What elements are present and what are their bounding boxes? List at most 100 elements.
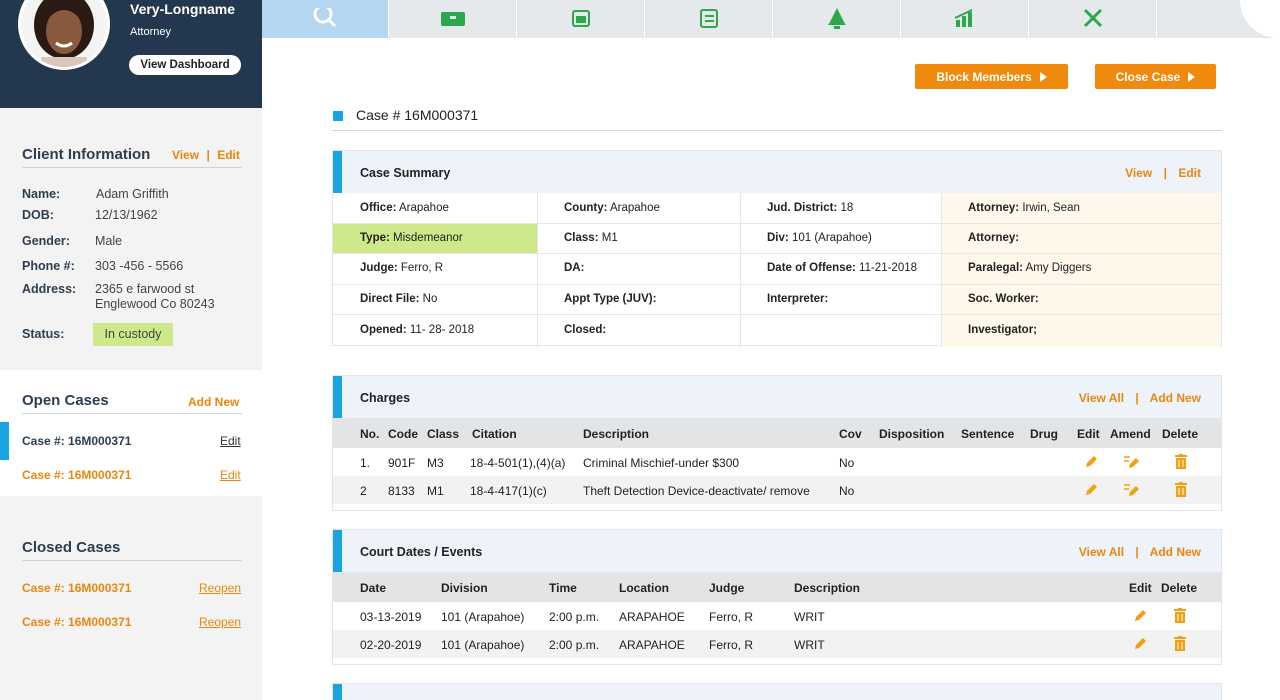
summary-label: Attorney:: [968, 202, 1020, 214]
summary-cell: Jud. District: 18: [740, 193, 853, 223]
event-location: ARAPAHOE: [619, 638, 685, 652]
charges-table-header: No. Code Class Citation Description Cov …: [333, 418, 1221, 448]
tab-tools[interactable]: [1030, 0, 1157, 38]
case-summary-edit-link[interactable]: Edit: [1178, 166, 1201, 180]
divider: [333, 314, 1221, 315]
column-header: Drug: [1030, 427, 1058, 441]
client-address-row: Address: 2365 e farwood st Englewood Co …: [22, 282, 252, 314]
event-date: 02-20-2019: [360, 638, 422, 652]
tab-search[interactable]: [262, 0, 389, 38]
event-division: 101 (Arapahoe): [441, 610, 525, 624]
summary-value: Arapahoe: [610, 202, 660, 214]
close-case-button[interactable]: Close Case: [1095, 64, 1216, 89]
event-judge: Ferro, R: [709, 638, 754, 652]
court-dates-table-header: Date Division Time Location Judge Descri…: [333, 572, 1221, 602]
client-view-link[interactable]: View: [172, 148, 200, 162]
summary-label: DA:: [564, 262, 585, 274]
open-case-item[interactable]: Case #: 16M000371: [22, 468, 132, 482]
event-time: 2:00 p.m.: [549, 610, 600, 624]
edit-pencil-icon[interactable]: [1133, 609, 1147, 623]
court-dates-add-link[interactable]: Add New: [1149, 545, 1201, 559]
event-division: 101 (Arapahoe): [441, 638, 525, 652]
column-header: Judge: [709, 581, 745, 595]
summary-label: Direct File:: [360, 293, 420, 305]
court-dates-title: Court Dates / Events: [360, 545, 483, 559]
charge-class: M3: [427, 456, 444, 470]
closed-case-reopen-link[interactable]: Reopen: [199, 615, 242, 629]
summary-value: 11-21-2018: [859, 262, 918, 274]
trash-icon[interactable]: [1175, 454, 1187, 469]
tab-notifications[interactable]: [774, 0, 901, 38]
caret-right-icon: [1039, 71, 1047, 82]
briefcase-icon: [441, 12, 465, 26]
view-dashboard-button[interactable]: View Dashboard: [129, 55, 241, 75]
field-label: Phone #:: [22, 259, 75, 273]
tab-calendar[interactable]: [518, 0, 645, 38]
trash-icon[interactable]: [1175, 482, 1187, 497]
summary-label: Judge:: [360, 262, 398, 274]
summary-label: Opened:: [360, 324, 407, 336]
attorney-column-bg: [941, 193, 1221, 347]
edit-pencil-icon[interactable]: [1133, 637, 1147, 651]
charge-citation: 18-4-417(1)(c): [470, 484, 547, 498]
summary-cell: Class: M1: [537, 223, 618, 253]
checklist-icon: [700, 9, 718, 28]
link-separator: |: [1163, 166, 1167, 180]
client-dob: 12/13/1962: [95, 208, 158, 222]
active-case-marker: [0, 422, 9, 460]
link-separator: |: [1135, 545, 1139, 559]
summary-cell: Direct File: No: [333, 284, 437, 314]
event-time: 2:00 p.m.: [549, 638, 600, 652]
charges-add-link[interactable]: Add New: [1149, 391, 1201, 405]
event-location: ARAPAHOE: [619, 610, 685, 624]
open-case-edit-link[interactable]: Edit: [220, 434, 241, 448]
avatar[interactable]: [18, 0, 110, 70]
tab-cases[interactable]: [390, 0, 517, 38]
summary-value: Misdemeanor: [393, 232, 463, 244]
divider: [332, 130, 1222, 131]
case-summary-view-link[interactable]: View: [1125, 166, 1153, 180]
next-panel: [332, 683, 1222, 700]
closed-case-item[interactable]: Case #: 16M000371: [22, 581, 132, 595]
divider: [22, 560, 242, 561]
open-case-edit-link[interactable]: Edit: [220, 468, 241, 482]
client-edit-link[interactable]: Edit: [217, 148, 240, 162]
field-label: DOB:: [22, 208, 54, 222]
edit-pencil-icon[interactable]: [1084, 455, 1098, 469]
open-case-item[interactable]: Case #: 16M000371: [22, 434, 132, 448]
trash-icon[interactable]: [1174, 608, 1186, 623]
column-header: Edit: [1129, 581, 1152, 595]
charge-description: Theft Detection Device-deactivate/ remov…: [583, 484, 810, 498]
tab-reports[interactable]: [902, 0, 1029, 38]
closed-case-reopen-link[interactable]: Reopen: [199, 581, 242, 595]
edit-pencil-icon[interactable]: [1084, 483, 1098, 497]
charge-code: 901F: [388, 456, 416, 470]
open-cases-add-link[interactable]: Add New: [188, 395, 240, 409]
tab-checklist[interactable]: [646, 0, 773, 38]
charges-view-all-link[interactable]: View All: [1078, 391, 1125, 405]
divider: [22, 413, 242, 414]
summary-cell: Type: Misdemeanor: [333, 223, 463, 253]
amend-icon[interactable]: [1123, 483, 1141, 497]
charge-code: 8133: [388, 484, 415, 498]
summary-cell: DA:: [537, 253, 584, 284]
closed-case-item[interactable]: Case #: 16M000371: [22, 615, 132, 629]
main-content: Block Memebers Close Case Case # 16M0003…: [262, 38, 1280, 700]
event-description: WRIT: [794, 610, 825, 624]
trash-icon[interactable]: [1174, 636, 1186, 651]
case-summary-panel: Case Summary View | Edit Office: Arapaho…: [332, 150, 1222, 347]
user-name: Very-Longname: [130, 1, 236, 17]
client-address-line1: 2365 e farwood st: [95, 282, 195, 296]
divider: [22, 167, 242, 168]
client-gender: Male: [95, 234, 123, 248]
event-date: 03-13-2019: [360, 610, 422, 624]
court-dates-view-all-link[interactable]: View All: [1078, 545, 1125, 559]
charges-header: Charges View All | Add New: [333, 376, 1221, 418]
client-phone: 303 -456 - 5566: [95, 259, 184, 273]
column-header: Class: [427, 427, 460, 441]
block-members-button[interactable]: Block Memebers: [915, 64, 1068, 89]
summary-cell: Appt Type (JUV):: [537, 284, 656, 314]
amend-icon[interactable]: [1123, 455, 1141, 469]
summary-cell: County: Arapahoe: [537, 193, 660, 223]
summary-cell: Paralegal: Amy Diggers: [941, 253, 1091, 284]
